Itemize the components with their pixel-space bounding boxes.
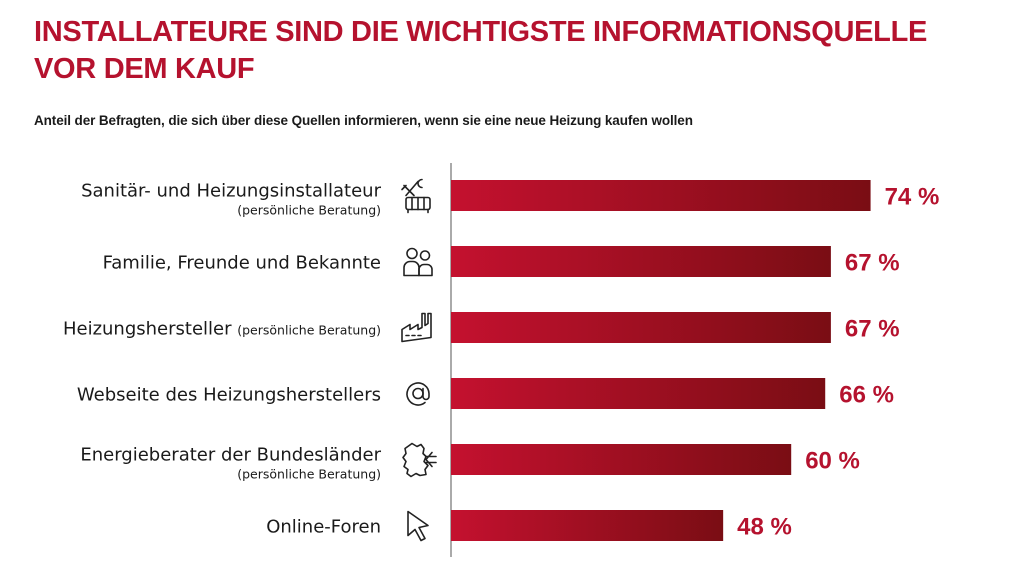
bar-row: 66 % Webseite des Heizungsherstellers bbox=[77, 378, 894, 409]
value-label: 74 % bbox=[885, 184, 940, 211]
value-label: 66 % bbox=[839, 382, 894, 409]
bar-row: 74 % Sanitär- und Heizungsinstallateur(pe… bbox=[81, 178, 940, 218]
bars-group: 74 %Sanitär- und Heizungsinstallateur(pe… bbox=[63, 178, 940, 542]
value-label: 67 % bbox=[845, 316, 900, 343]
bar bbox=[451, 246, 831, 277]
bar-row: 67 % Heizungshersteller (persönliche Bera… bbox=[63, 312, 900, 343]
bar bbox=[451, 180, 871, 211]
bar-row: 48 % Online-Foren bbox=[266, 510, 792, 542]
category-label: Online-Foren bbox=[266, 517, 381, 538]
bar bbox=[451, 378, 826, 409]
category-note: (persönliche Beratung) bbox=[237, 323, 381, 338]
category-note: (persönliche Beratung) bbox=[237, 467, 381, 482]
bar-row: 67 % Familie, Freunde und Bekannte bbox=[103, 246, 900, 277]
bar-row: 60 % Energieberater der Bundesländer(pers… bbox=[80, 442, 860, 482]
at-sign-icon bbox=[406, 382, 430, 406]
bar bbox=[451, 444, 792, 475]
cursor-icon bbox=[407, 510, 429, 542]
tools-radiator-icon bbox=[401, 178, 431, 214]
factory-icon bbox=[401, 312, 432, 343]
category-label: Sanitär- und Heizungsinstallateur bbox=[81, 181, 382, 202]
chart-title: INSTALLATEURE SIND DIE WICHTIGSTE INFORM… bbox=[34, 16, 928, 85]
bar bbox=[451, 510, 724, 541]
chart-subtitle: Anteil der Befragten, die sich über dies… bbox=[34, 113, 693, 128]
category-label-main: Heizungshersteller bbox=[63, 319, 237, 340]
value-label: 60 % bbox=[805, 448, 860, 475]
category-label: Energieberater der Bundesländer bbox=[80, 445, 381, 466]
category-label: Familie, Freunde und Bekannte bbox=[103, 253, 381, 274]
bar bbox=[451, 312, 831, 343]
value-label: 48 % bbox=[737, 514, 792, 541]
category-label: Heizungshersteller (persönliche Beratung… bbox=[63, 319, 381, 340]
category-note: (persönliche Beratung) bbox=[237, 203, 381, 218]
people-icon bbox=[403, 247, 433, 277]
value-label: 67 % bbox=[845, 250, 900, 277]
category-label: Webseite des Heizungsherstellers bbox=[77, 385, 381, 406]
germany-map-icon bbox=[402, 442, 437, 478]
